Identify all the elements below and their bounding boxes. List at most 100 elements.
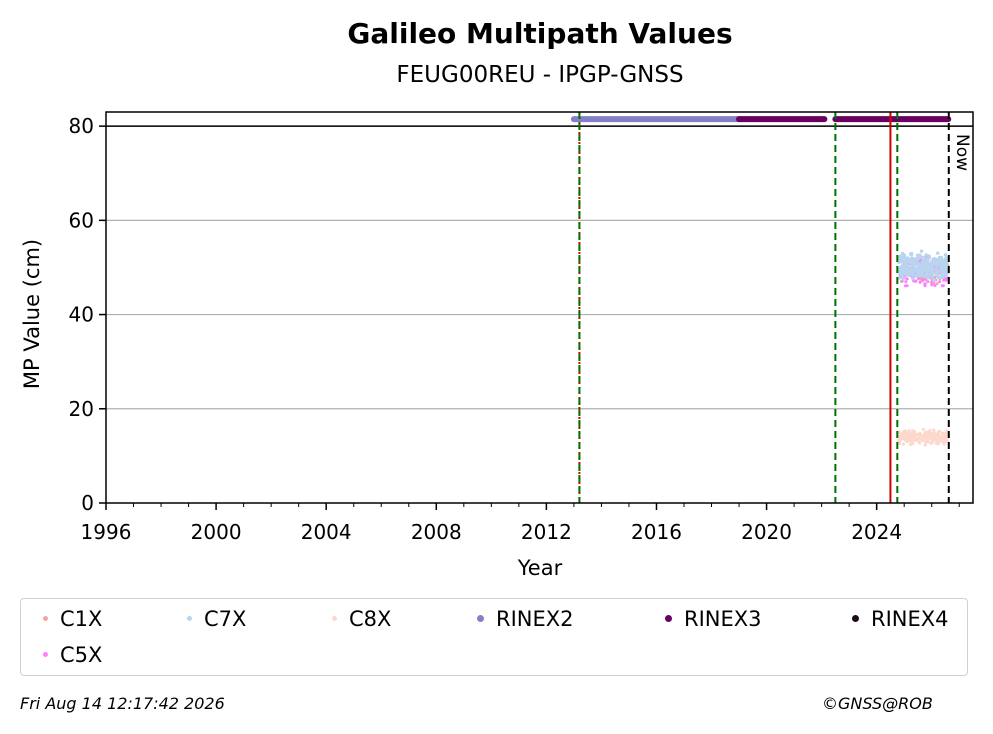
point-c8x: [902, 437, 906, 441]
point-c8x: [923, 443, 927, 447]
legend: C1X C7X C8X RINEX2 RINEX3 RINEX4 C5X: [20, 598, 968, 676]
point-c7x: [920, 269, 924, 273]
point-c8x: [902, 432, 907, 436]
point-c7x: [931, 258, 935, 263]
point-c7x: [943, 267, 947, 271]
point-c7x: [906, 268, 910, 273]
point-c7x: [944, 264, 948, 268]
point-c7x: [907, 272, 911, 276]
point-c1x: [935, 282, 939, 285]
point-c7x: [925, 257, 930, 261]
point-c7x: [904, 257, 909, 261]
point-c8x: [908, 443, 913, 447]
point-c5x: [926, 280, 930, 284]
legend-label: RINEX2: [496, 607, 574, 631]
point-c5x: [933, 284, 937, 288]
vertical-lines: Now: [578, 112, 972, 503]
point-c5x: [938, 280, 942, 284]
x-tick-label-2016: 2016: [631, 520, 682, 544]
point-c8x: [928, 431, 932, 435]
point-c8x: [903, 429, 908, 433]
point-c5x: [929, 280, 933, 284]
point-c7x: [911, 277, 915, 281]
data-points: [570, 116, 952, 447]
x-tick-label-2008: 2008: [411, 520, 462, 544]
series-c7x: [897, 249, 950, 282]
legend-marker-c5x: [43, 651, 48, 657]
grid-lines: [106, 125, 973, 410]
point-c8x: [930, 438, 935, 442]
point-c7x: [936, 275, 941, 280]
point-c8x: [932, 428, 936, 432]
point-c7x: [913, 266, 917, 270]
chart-title: Galileo Multipath Values: [347, 17, 732, 50]
point-c8x: [921, 427, 925, 432]
point-c8x: [901, 442, 906, 446]
point-c7x: [936, 251, 940, 255]
legend-item-c5x: C5X: [43, 643, 102, 667]
point-c8x: [925, 430, 929, 434]
legend-label: C7X: [204, 607, 247, 631]
point-c7x: [913, 273, 917, 277]
point-c7x: [929, 261, 933, 266]
x-tick-label-1996: 1996: [81, 520, 132, 544]
point-c8x: [909, 440, 914, 444]
point-c7x: [923, 275, 928, 279]
point-c8x: [922, 438, 926, 442]
point-c7x: [939, 267, 943, 271]
point-c8x: [943, 432, 947, 436]
point-c7x: [924, 253, 928, 257]
point-c7x: [941, 274, 945, 278]
point-c7x: [909, 252, 913, 256]
point-c7x: [935, 265, 939, 269]
point-c8x: [911, 435, 916, 439]
x-tick-label-2004: 2004: [301, 520, 352, 544]
point-c8x: [919, 435, 923, 439]
point-c7x: [939, 257, 943, 262]
y-axis-label: MP Value (cm): [20, 239, 44, 389]
x-tick-label-2024: 2024: [851, 520, 902, 544]
point-c5x: [930, 283, 934, 287]
legend-item-c1x: C1X: [43, 607, 102, 631]
point-c7x: [944, 261, 948, 265]
now-label: Now: [952, 134, 972, 171]
point-c5x: [923, 284, 927, 288]
point-c8x: [932, 435, 936, 439]
point-c5x: [905, 277, 909, 281]
point-c7x: [934, 260, 938, 265]
point-c7x: [921, 263, 925, 267]
point-c7x: [910, 271, 914, 275]
point-c5x: [942, 278, 946, 282]
point-c8x: [918, 441, 922, 445]
point-c7x: [901, 255, 905, 259]
y-tick-label-0: 0: [81, 491, 94, 515]
point-c8x: [912, 437, 916, 441]
legend-item-c8x: C8X: [332, 607, 391, 631]
legend-marker-rinex4: [852, 614, 859, 622]
point-c8x: [943, 437, 947, 441]
point-c7x: [898, 269, 903, 273]
point-c8x: [941, 440, 946, 444]
point-c7x: [905, 261, 910, 265]
x-tick-label-2000: 2000: [191, 520, 242, 544]
x-tick-label-2020: 2020: [741, 520, 792, 544]
point-c8x: [913, 432, 917, 436]
point-c7x: [919, 255, 923, 260]
point-c5x: [918, 280, 922, 284]
point-c8x: [917, 437, 921, 441]
point-c8x: [934, 441, 939, 445]
chart-subtitle: FEUG00REU - IPGP-GNSS: [396, 62, 683, 88]
axes: 0 20 40 60 80 1996 2000 2004 2008 2012 2016 2020 202…: [69, 111, 974, 544]
y-tick-label-60: 60: [69, 208, 94, 232]
point-c7x: [932, 278, 936, 282]
credit: ©GNSS@ROB: [822, 694, 933, 713]
point-c8x: [900, 433, 904, 437]
point-c7x: [931, 271, 935, 275]
point-c7x: [912, 261, 917, 265]
point-c7x: [923, 257, 927, 262]
point-c7x: [944, 272, 948, 277]
point-c8x: [924, 440, 928, 444]
plot-frame: [105, 111, 974, 504]
point-c8x: [936, 433, 940, 437]
